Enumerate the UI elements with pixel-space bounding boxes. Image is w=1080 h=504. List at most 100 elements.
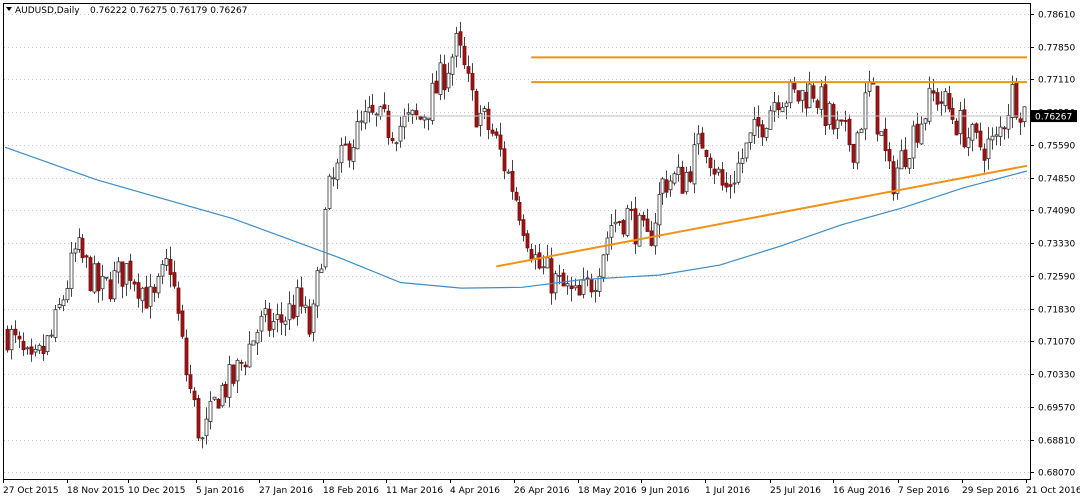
bull-candle — [92, 263, 97, 293]
bull-candle — [478, 112, 483, 126]
bull-candle — [780, 107, 785, 113]
y-tick-label: 0.74850 — [1038, 175, 1075, 185]
bull-candle — [295, 287, 300, 317]
bear-candle — [680, 166, 685, 194]
bull-candle — [613, 221, 618, 225]
bear-candle — [490, 129, 495, 134]
y-tick-label: 0.71070 — [1038, 338, 1075, 348]
bear-candle — [577, 285, 582, 296]
bear-candle — [720, 169, 725, 186]
bear-candle — [1018, 118, 1023, 123]
bear-candle — [5, 328, 10, 351]
x-tick-label: 4 Apr 2016 — [450, 486, 500, 496]
bull-candle — [1022, 106, 1027, 123]
bear-candle — [704, 149, 709, 157]
bear-candle — [664, 179, 669, 193]
y-tick-label: 0.71830 — [1038, 306, 1075, 316]
bull-candle — [25, 347, 30, 350]
bear-candle — [1014, 82, 1019, 118]
bull-candle — [1010, 83, 1015, 118]
bull-candle — [61, 299, 66, 307]
x-tick-label: 16 Aug 2016 — [833, 486, 891, 496]
bull-candle — [827, 102, 832, 125]
bull-candle — [410, 109, 415, 115]
bull-candle — [315, 270, 320, 307]
bear-candle — [494, 131, 499, 136]
plot-frame — [3, 3, 1031, 480]
bull-candle — [406, 112, 411, 115]
bull-candle — [919, 123, 924, 145]
bull-candle — [398, 125, 403, 142]
x-tick-label: 27 Oct 2015 — [3, 486, 59, 496]
bull-candle — [768, 110, 773, 130]
bear-candle — [708, 157, 713, 169]
bull-candle — [339, 144, 344, 164]
x-tick-label: 7 Sep 2016 — [898, 486, 950, 496]
bear-candle — [804, 92, 809, 109]
support-trendline[interactable] — [496, 164, 1028, 268]
bull-candle — [744, 142, 749, 159]
bear-candle — [168, 259, 173, 275]
bull-candle — [696, 133, 701, 145]
bull-candle — [625, 207, 630, 236]
bear-candle — [128, 260, 133, 281]
bull-candle — [966, 137, 971, 148]
bear-candle — [517, 201, 522, 221]
bear-candle — [84, 255, 89, 258]
bear-candle — [17, 335, 22, 340]
bear-candle — [887, 149, 892, 162]
bull-candle — [970, 124, 975, 141]
bull-candle — [263, 308, 268, 316]
bear-candle — [561, 272, 566, 287]
bull-candle — [660, 178, 665, 194]
bear-candle — [108, 279, 113, 300]
bear-candle — [815, 100, 820, 108]
bear-candle — [915, 123, 920, 143]
bear-candle — [414, 110, 419, 116]
bear-candle — [760, 124, 765, 138]
bear-candle — [390, 138, 395, 142]
y-tick-label: 0.72590 — [1038, 273, 1075, 283]
bear-candle — [514, 191, 519, 201]
bear-candle — [386, 110, 391, 138]
bull-candle — [863, 92, 868, 130]
bull-candle — [287, 303, 292, 321]
x-tick-label: 5 Jan 2016 — [196, 486, 244, 496]
bull-candle — [73, 248, 78, 254]
bull-candle — [69, 252, 74, 290]
bull-candle — [998, 126, 1003, 137]
bull-candle — [271, 321, 276, 330]
bull-candle — [235, 359, 240, 382]
bear-candle — [645, 218, 650, 232]
bull-candle — [208, 400, 213, 422]
current-price-label: 0.76267 — [1035, 113, 1072, 123]
ohlc-quote: 0.76222 0.76275 0.76179 0.76267 — [90, 6, 247, 16]
bull-candle — [986, 138, 991, 160]
bull-candle — [124, 263, 129, 285]
bull-candle — [895, 167, 900, 194]
bear-candle — [152, 286, 157, 293]
bear-candle — [120, 261, 125, 287]
bear-candle — [891, 161, 896, 195]
menu-triangle-icon[interactable] — [6, 7, 12, 11]
bull-candle — [668, 180, 673, 191]
bull-candle — [335, 162, 340, 181]
bull-candle — [597, 275, 602, 292]
bear-candle — [13, 328, 18, 336]
bear-candle — [811, 85, 816, 99]
bear-candle — [458, 31, 463, 46]
y-tick-label: 0.68070 — [1038, 469, 1075, 479]
bear-candle — [462, 45, 467, 66]
bear-candle — [41, 345, 46, 354]
bull-candle — [164, 258, 169, 266]
bull-candle — [212, 396, 217, 400]
bull-candle — [819, 86, 824, 110]
bull-candle — [220, 384, 225, 407]
bear-candle — [502, 148, 507, 172]
bull-candle — [958, 110, 963, 135]
bear-candle — [498, 134, 503, 150]
bull-candle — [446, 72, 451, 89]
bull-candle — [859, 128, 864, 134]
bull-candle — [112, 270, 117, 300]
